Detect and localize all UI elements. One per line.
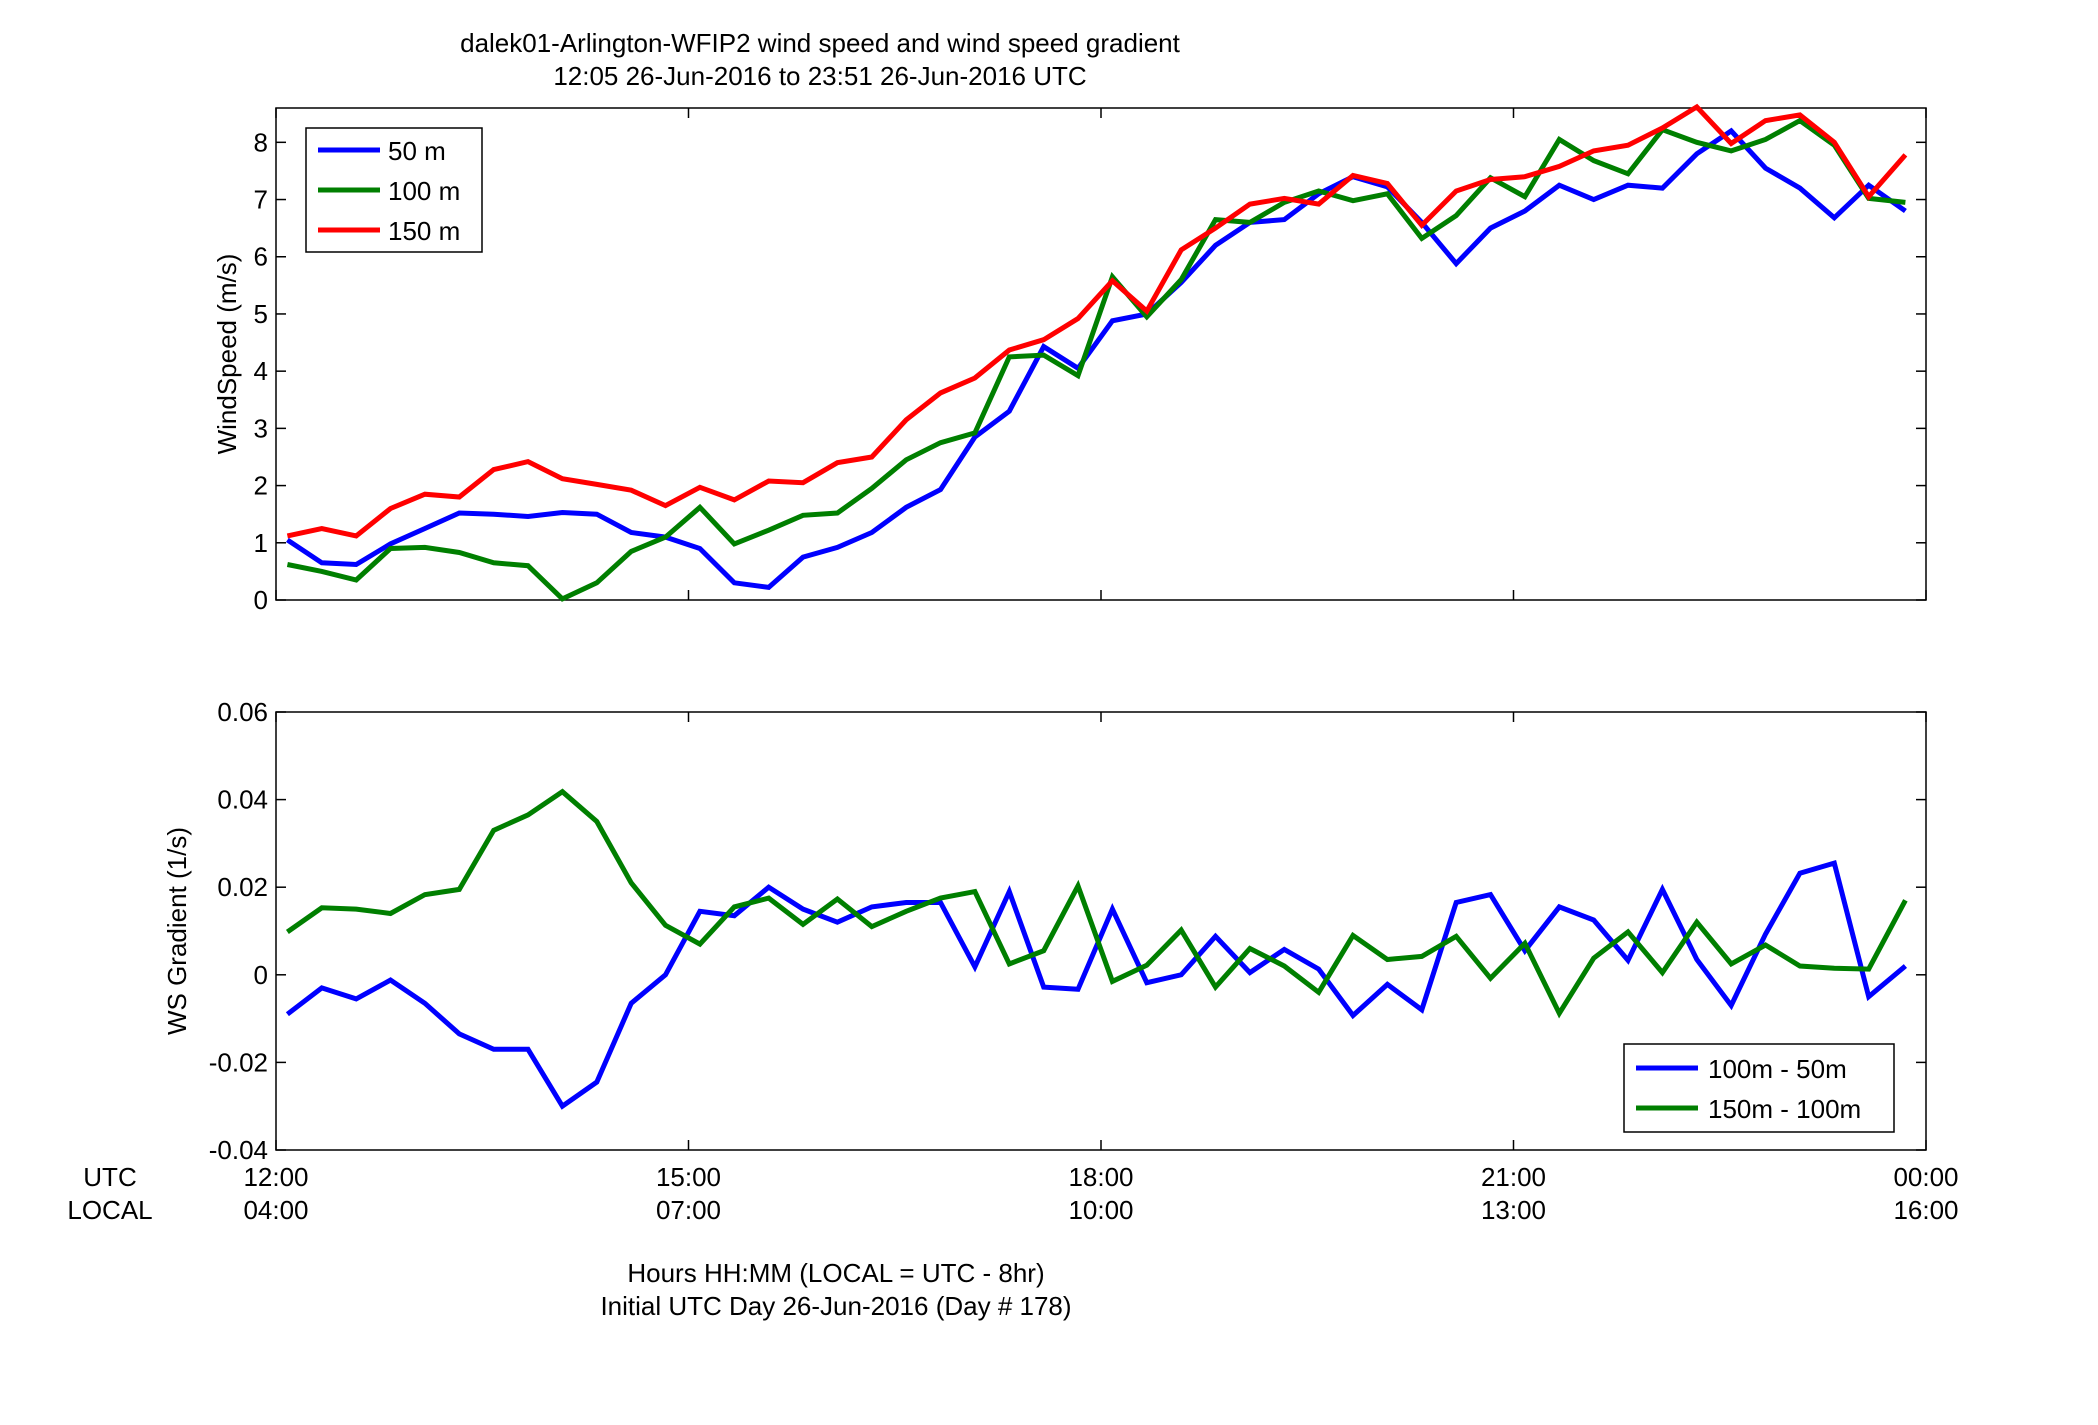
panel-gradient: -0.04 -0.02 0 0.02 0.04 0.06 WS Gradient (1/s…	[162, 697, 1927, 1165]
series-line-150m-100m	[285, 788, 1908, 1019]
row-label-utc: UTC	[83, 1162, 136, 1192]
utc-tick-label: 00:00	[1893, 1162, 1958, 1192]
chart-title-line1: dalek01-Arlington-WFIP2 wind speed and w…	[460, 28, 1181, 58]
series-line-50-m	[286, 127, 1907, 591]
x-axis-ticks-windspeed	[275, 108, 1927, 600]
y-axis-label-windspeed: WindSpeed (m/s)	[212, 254, 242, 455]
series-line-100m-50m	[285, 859, 1908, 1110]
series-gradient	[285, 788, 1908, 1110]
row-label-local: LOCAL	[67, 1195, 152, 1225]
x-axis-ticks-gradient	[275, 712, 1927, 1150]
local-tick-label: 13:00	[1481, 1195, 1546, 1225]
legend-box-gradient	[1623, 1043, 1895, 1133]
utc-tick-labels: 12:00 15:00 18:00 21:00 00:00	[243, 1162, 1958, 1192]
y-tick-label-gradient: -0.04	[209, 1135, 268, 1165]
y-tick-label-windspeed: 6	[254, 242, 268, 272]
plot-area-windspeed	[275, 107, 1927, 601]
local-tick-label: 04:00	[243, 1195, 308, 1225]
y-tick-label-windspeed: 2	[254, 471, 268, 501]
legend-label-150m: 150 m	[388, 216, 460, 246]
y-axis-ticks-gradient: -0.04 -0.02 0 0.02 0.04 0.06	[209, 697, 1926, 1165]
legend-label-100m-50m: 100m - 50m	[1708, 1054, 1847, 1084]
chart-title-line2: 12:05 26-Jun-2016 to 23:51 26-Jun-2016 U…	[553, 61, 1086, 91]
y-tick-label-gradient: 0	[254, 960, 268, 990]
y-tick-label-windspeed: 1	[254, 528, 268, 558]
y-tick-label-windspeed: 5	[254, 299, 268, 329]
panel-windspeed: 0 1 2 3 4 5 6 7 8 WindSpeed (m/s) 50 m 100 m 150…	[212, 103, 1927, 615]
series-windspeed	[286, 103, 1908, 602]
local-tick-label: 07:00	[656, 1195, 721, 1225]
legend-label-150m-100m: 150m - 100m	[1708, 1094, 1861, 1124]
local-tick-labels: 04:00 07:00 10:00 13:00 16:00	[243, 1195, 1958, 1225]
y-tick-label-windspeed: 7	[254, 185, 268, 215]
y-tick-label-gradient: 0.06	[217, 697, 268, 727]
x-axis-label-line2: Initial UTC Day 26-Jun-2016 (Day # 178)	[600, 1291, 1071, 1321]
y-tick-label-windspeed: 3	[254, 413, 268, 443]
y-tick-label-windspeed: 8	[254, 127, 268, 157]
x-axis-label-line1: Hours HH:MM (LOCAL = UTC - 8hr)	[627, 1258, 1044, 1288]
y-tick-label-windspeed: 4	[254, 356, 268, 386]
legend-label-100m: 100 m	[388, 176, 460, 206]
utc-tick-label: 18:00	[1068, 1162, 1133, 1192]
y-axis-label-gradient: WS Gradient (1/s)	[162, 827, 192, 1035]
series-line-100-m	[286, 117, 1906, 602]
legend-gradient: 100m - 50m 150m - 100m	[1623, 1043, 1895, 1133]
local-tick-label: 16:00	[1893, 1195, 1958, 1225]
y-tick-label-gradient: -0.02	[209, 1047, 268, 1077]
legend-windspeed: 50 m 100 m 150 m	[305, 127, 483, 253]
utc-tick-label: 15:00	[656, 1162, 721, 1192]
y-tick-label-gradient: 0.02	[217, 872, 268, 902]
utc-tick-label: 21:00	[1481, 1162, 1546, 1192]
y-tick-label-gradient: 0.04	[217, 785, 268, 815]
legend-label-50m: 50 m	[388, 136, 446, 166]
local-tick-label: 10:00	[1068, 1195, 1133, 1225]
series-line-150-m	[286, 103, 1908, 539]
y-axis-ticks-windspeed: 0 1 2 3 4 5 6 7 8	[254, 127, 1926, 615]
y-tick-label-windspeed: 0	[254, 585, 268, 615]
utc-tick-label: 12:00	[243, 1162, 308, 1192]
